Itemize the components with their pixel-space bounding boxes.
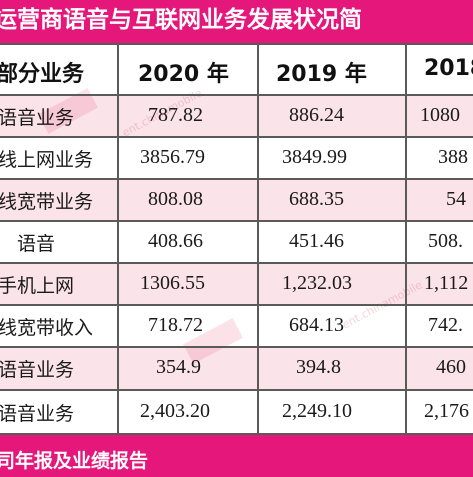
row-stripe [0, 263, 473, 305]
cell-2020: 787.82 [148, 104, 203, 126]
row-label: 线上网业务 [0, 149, 94, 171]
cell-2019: 2,249.10 [282, 400, 352, 422]
cell-2020: 1306.55 [140, 272, 205, 294]
cell-2020: 408.66 [148, 230, 203, 252]
grid-line-vertical [405, 43, 407, 435]
row-stripe [0, 179, 473, 221]
cell-2019: 886.24 [289, 104, 344, 126]
footer-band [0, 435, 473, 477]
cell-2020: 808.08 [148, 188, 203, 210]
grid-line-vertical [257, 43, 259, 435]
table-header-business: 部分业务 [0, 62, 85, 87]
row-label: 语音业务 [0, 359, 75, 381]
grid-line-horizontal [0, 43, 473, 45]
row-label: 语音 [17, 233, 56, 255]
table-header-2018: 2018 [424, 56, 473, 81]
cell-2018: 54 [446, 188, 466, 210]
cell-2020: 3856.79 [140, 146, 205, 168]
row-stripe [0, 347, 473, 389]
cell-2018: 388 [438, 146, 468, 168]
grid-line-horizontal [0, 389, 473, 391]
cell-2018: 2,176 [424, 400, 469, 422]
grid-line-horizontal [0, 220, 473, 222]
cell-2020: 354.9 [156, 356, 201, 378]
cell-2019: 394.8 [296, 356, 341, 378]
row-label: 线宽带收入 [0, 317, 94, 339]
grid-line-horizontal [0, 262, 473, 264]
cell-2018: 742. [428, 314, 463, 336]
row-label: 线宽带业务 [0, 191, 94, 213]
grid-line-horizontal [0, 304, 473, 306]
grid-line-horizontal [0, 346, 473, 348]
title-band [0, 0, 473, 43]
grid-line-horizontal [0, 178, 473, 180]
grid-line-horizontal [0, 433, 473, 435]
table-header-2020: 2020 年 [138, 62, 229, 87]
cell-2018: 508. [428, 230, 463, 252]
cell-2018: 1,112 [424, 272, 469, 294]
cell-2019: 684.13 [289, 314, 344, 336]
grid-line-vertical [117, 43, 119, 435]
cell-2018: 1080 [420, 104, 460, 126]
row-stripe [0, 95, 473, 137]
table-header-2019: 2019 年 [276, 62, 367, 87]
grid-line-horizontal [0, 136, 473, 138]
page-title: 运营商语音与互联网业务发展状况简 [0, 7, 362, 33]
row-label: 语音业务 [0, 403, 75, 425]
grid-line-horizontal [0, 94, 473, 96]
cell-2020: 2,403.20 [140, 400, 210, 422]
cell-2020: 718.72 [148, 314, 203, 336]
cell-2019: 451.46 [289, 230, 344, 252]
cell-2019: 688.35 [289, 188, 344, 210]
cell-2019: 1,232.03 [282, 272, 352, 294]
source-note: 司年报及业绩报告 [0, 450, 149, 472]
row-label: 语音业务 [0, 107, 75, 129]
cell-2018: 460 [436, 356, 466, 378]
row-label: 手机上网 [0, 275, 75, 297]
cell-2019: 3849.99 [282, 146, 347, 168]
